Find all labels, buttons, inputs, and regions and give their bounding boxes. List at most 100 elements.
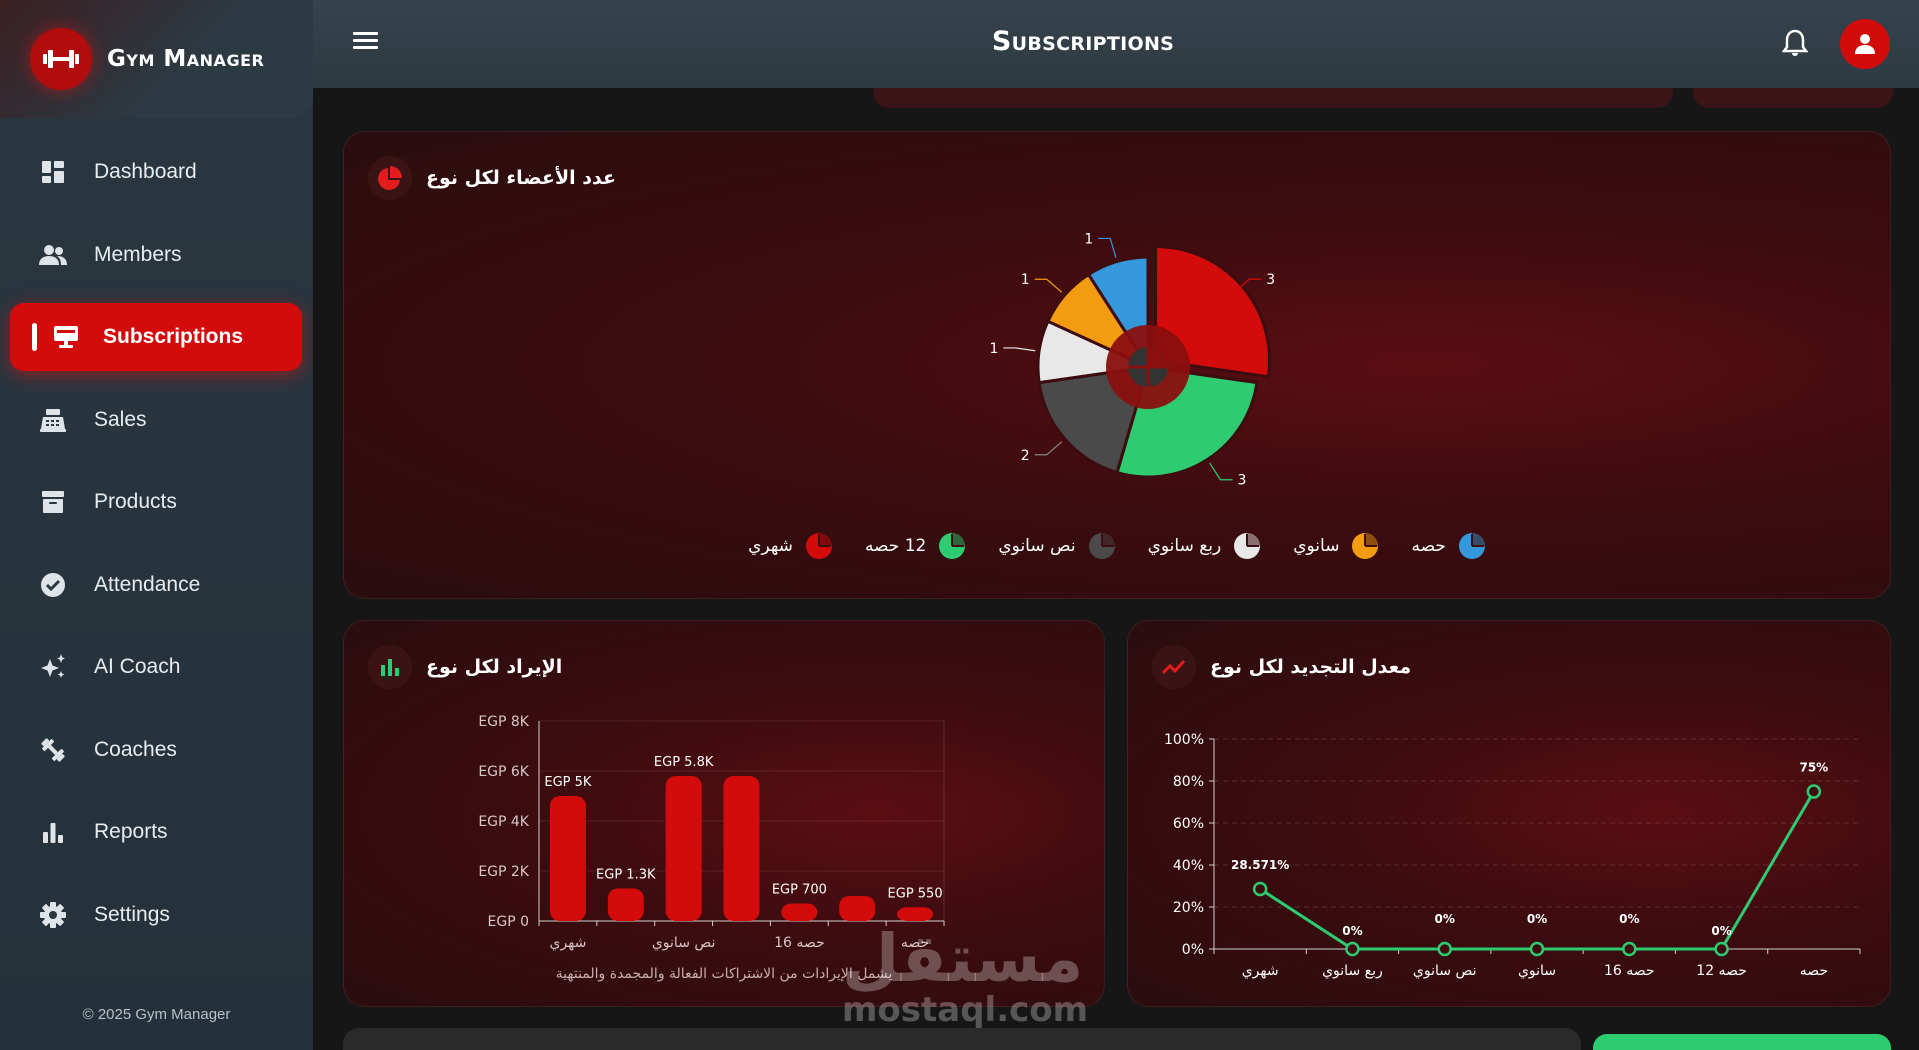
members-icon bbox=[38, 240, 68, 270]
sidebar-item-label: Sales bbox=[94, 408, 147, 431]
point-data-label: 0% bbox=[1342, 924, 1362, 938]
revenue-bar-chart: EGP 0 EGP 2K EGP 4K EGP 6K EGP 8K EGP 5K EGP 1… bbox=[478, 714, 945, 951]
x-tick-label: سانوي bbox=[1518, 963, 1556, 979]
subscriptions-icon bbox=[51, 322, 81, 352]
sidebar-item-label: Settings bbox=[94, 903, 170, 926]
legend-label: حصه bbox=[1411, 536, 1446, 556]
bar-data-label: EGP 5.8K bbox=[654, 755, 714, 770]
y-tick-label: EGP 2K bbox=[478, 864, 529, 880]
legend-item[interactable]: نص سانوي bbox=[998, 532, 1115, 560]
point-data-label: 0% bbox=[1527, 912, 1547, 926]
sidebar-item-coaches[interactable]: Coaches bbox=[10, 716, 302, 784]
page-title: Subscriptions bbox=[991, 26, 1175, 57]
bar[interactable] bbox=[781, 903, 818, 922]
sidebar-item-subscriptions[interactable]: Subscriptions bbox=[10, 303, 302, 371]
sidebar-item-products[interactable]: Products bbox=[10, 468, 302, 536]
point-data-label: 0% bbox=[1711, 924, 1731, 938]
dumbbell-diagonal-icon bbox=[38, 735, 68, 765]
pie-value-label: 3 bbox=[1237, 473, 1246, 489]
bar[interactable] bbox=[839, 896, 876, 921]
line-point[interactable] bbox=[1437, 941, 1452, 957]
members-per-type-card: عدد الأعضاء لكل نوع 3 3 2 1 1 1 حصه سانوي ربع س… bbox=[343, 131, 1891, 599]
sidebar-item-label: Subscriptions bbox=[103, 325, 244, 348]
y-tick-label: EGP 0 bbox=[488, 914, 530, 930]
pie-leader-line bbox=[1034, 278, 1063, 293]
brand[interactable]: Gym Manager bbox=[0, 0, 313, 118]
sidebar-item-settings[interactable]: Settings bbox=[10, 881, 302, 949]
bell-icon[interactable] bbox=[1781, 28, 1812, 60]
x-tick-label: شهري bbox=[1242, 963, 1279, 979]
add-subscription-button-partial[interactable] bbox=[1593, 1034, 1891, 1050]
bar[interactable] bbox=[549, 796, 586, 921]
bar[interactable] bbox=[723, 776, 760, 921]
sparkles-icon bbox=[38, 652, 68, 682]
summary-card-partial bbox=[873, 88, 1673, 108]
sidebar-item-ai-coach[interactable]: AI Coach bbox=[10, 633, 302, 701]
watermark-en: mostaql.com bbox=[842, 990, 1089, 1030]
legend-item[interactable]: 12 حصه bbox=[865, 532, 966, 560]
pie-legend: حصه سانوي ربع سانوي نص سانوي 12 حصه شهري bbox=[344, 532, 1890, 560]
x-tick-label: 16 حصه bbox=[1604, 963, 1655, 979]
check-circle-icon bbox=[38, 570, 68, 600]
sidebar-item-label: Dashboard bbox=[94, 160, 197, 183]
hamburger-icon[interactable] bbox=[353, 30, 383, 58]
x-tick-label: ربع سانوي bbox=[1322, 963, 1383, 979]
pie-center-icon bbox=[1128, 347, 1168, 387]
line-point[interactable] bbox=[1714, 941, 1729, 957]
gear-icon bbox=[38, 900, 68, 930]
revenue-per-type-card: الإيراد لكل نوع EGP 0 EGP 2K EGP 4K EGP 6K E… bbox=[343, 620, 1105, 1007]
sidebar-item-label: Attendance bbox=[94, 573, 201, 596]
pie-value-label: 1 bbox=[1084, 231, 1093, 247]
y-tick-label: EGP 6K bbox=[478, 764, 529, 780]
card-header: عدد الأعضاء لكل نوع bbox=[368, 156, 616, 200]
renewal-rate-card: معدل التجديد لكل نوع 0% 20% 40% 60% 80% 100% 2… bbox=[1127, 620, 1891, 1007]
x-tick-label: نص سانوي bbox=[1413, 963, 1477, 979]
line-point[interactable] bbox=[1529, 941, 1545, 957]
legend-pie-icon bbox=[805, 533, 832, 559]
brand-title: Gym Manager bbox=[107, 46, 265, 72]
legend-item[interactable]: شهري bbox=[748, 532, 833, 560]
line-point[interactable] bbox=[1622, 941, 1637, 957]
legend-item[interactable]: سانوي bbox=[1293, 532, 1379, 560]
bar[interactable] bbox=[897, 907, 934, 921]
legend-pie-icon bbox=[1088, 533, 1115, 559]
y-tick-label: EGP 8K bbox=[478, 714, 529, 730]
legend-pie-icon bbox=[1458, 533, 1485, 559]
user-icon bbox=[1855, 34, 1875, 54]
avatar[interactable] bbox=[1840, 19, 1890, 69]
legend-item[interactable]: ربع سانوي bbox=[1148, 532, 1262, 560]
legend-label: شهري bbox=[748, 536, 793, 556]
x-tick-label: شهري bbox=[549, 935, 586, 951]
dumbbell-icon bbox=[30, 28, 92, 90]
sidebar-item-sales[interactable]: Sales bbox=[10, 386, 302, 454]
x-tick-label: نص سانوي bbox=[652, 935, 716, 951]
archive-icon bbox=[38, 487, 68, 517]
sidebar-item-label: Products bbox=[94, 490, 177, 513]
pie-value-label: 2 bbox=[1021, 448, 1030, 464]
sidebar-item-attendance[interactable]: Attendance bbox=[10, 551, 302, 619]
point-data-label: 0% bbox=[1435, 912, 1455, 926]
bar[interactable] bbox=[665, 776, 702, 921]
legend-label: ربع سانوي bbox=[1147, 536, 1222, 556]
sidebar-item-dashboard[interactable]: Dashboard bbox=[10, 138, 302, 206]
line-point[interactable] bbox=[1252, 881, 1268, 897]
sidebar-item-members[interactable]: Members bbox=[10, 221, 302, 289]
line-point[interactable] bbox=[1806, 784, 1822, 799]
bar-chart-icon bbox=[368, 645, 412, 689]
legend-label: نص سانوي bbox=[998, 536, 1076, 556]
line-point[interactable] bbox=[1345, 941, 1360, 957]
y-tick-label: 0% bbox=[1182, 942, 1204, 958]
bar[interactable] bbox=[607, 888, 644, 922]
pie-value-label: 1 bbox=[1021, 272, 1030, 288]
y-tick-label: 60% bbox=[1173, 816, 1204, 832]
point-data-label: 28.571% bbox=[1231, 858, 1289, 872]
copyright: © 2025 Gym Manager bbox=[82, 1006, 231, 1023]
legend-item[interactable]: حصه bbox=[1411, 532, 1485, 560]
sidebar-item-label: Coaches bbox=[94, 738, 177, 761]
sidebar-item-label: AI Coach bbox=[94, 655, 181, 678]
sidebar-item-reports[interactable]: Reports bbox=[10, 798, 302, 866]
summary-card-partial bbox=[1693, 88, 1893, 108]
y-tick-label: 20% bbox=[1173, 900, 1204, 916]
members-pie-chart: 3 3 2 1 1 1 bbox=[989, 231, 1275, 489]
legend-label: سانوي bbox=[1293, 536, 1340, 556]
